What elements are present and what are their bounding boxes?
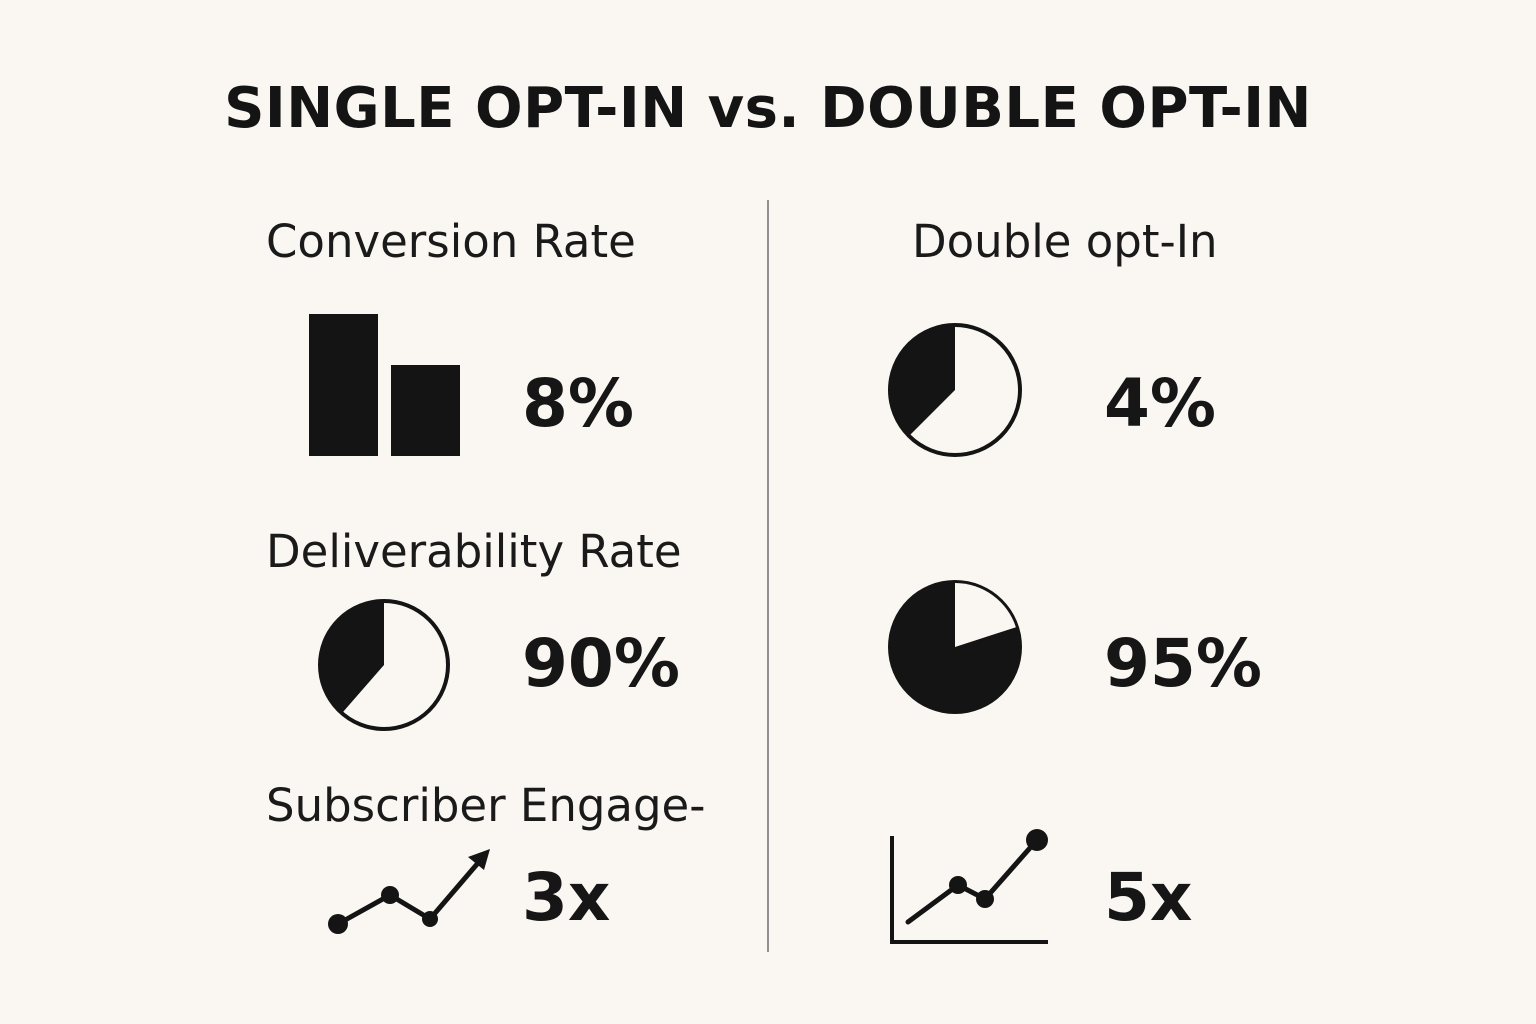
double-opt-in-heading: Double opt-In <box>912 215 1218 268</box>
conversion-rate-value-double: 4% <box>1104 365 1217 442</box>
pie-chart-icon <box>888 580 1022 714</box>
trend-arrow-icon <box>328 849 490 934</box>
graph-point <box>949 876 967 894</box>
deliverability-rate-value-single: 90% <box>522 625 680 702</box>
conversion-rate-value-single: 8% <box>522 365 635 442</box>
page-title: SINGLE OPT-IN vs. DOUBLE OPT-IN <box>224 76 1312 141</box>
line-graph-icon <box>890 829 1048 944</box>
pie-chart-icon <box>318 599 450 731</box>
engagement-value-double: 5x <box>1104 859 1193 936</box>
conversion-rate-label: Conversion Rate <box>266 215 636 268</box>
bar-chart-icon <box>309 314 460 456</box>
trend-point <box>381 886 399 904</box>
pie-slice-empty <box>955 583 1016 647</box>
pie-chart-icon <box>888 323 1022 457</box>
bar-short <box>391 365 460 456</box>
deliverability-rate-label: Deliverability Rate <box>266 525 682 578</box>
column-divider <box>767 200 769 952</box>
engagement-value-single: 3x <box>522 859 611 936</box>
graph-axes <box>890 836 1048 944</box>
graph-point <box>976 890 994 908</box>
pie-slice <box>889 324 955 436</box>
bar-tall <box>309 314 378 456</box>
deliverability-rate-value-double: 95% <box>1104 625 1262 702</box>
graph-point <box>1026 829 1048 851</box>
trend-point <box>328 914 348 934</box>
arrow-head <box>468 849 490 870</box>
trend-point <box>422 911 438 927</box>
subscriber-engagement-label: Subscriber Engage- <box>266 779 706 832</box>
pie-slice <box>320 601 384 714</box>
